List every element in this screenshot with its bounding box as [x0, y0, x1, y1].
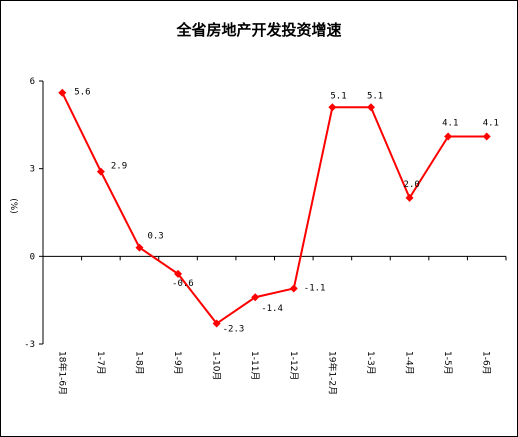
- data-label: 4.1: [442, 119, 458, 129]
- y-axis-label: (%): [8, 198, 18, 214]
- data-label: 4.1: [483, 119, 499, 129]
- x-tick-label: 1-7月: [95, 351, 106, 375]
- series-line: [61, 92, 487, 325]
- x-categories: 18年1-6月 1-7月 1-8月 1-9月 1-10月 1-11月 1-12月 19年1-2…: [42, 256, 507, 395]
- data-point: [405, 193, 414, 202]
- y-ticks: 6 3 0 -3: [24, 77, 43, 350]
- data-point: [251, 293, 260, 302]
- x-tick-label: 1-9月: [172, 351, 183, 375]
- data-label: -0.6: [172, 279, 194, 289]
- data-point: [289, 284, 298, 293]
- data-point: [135, 243, 144, 252]
- data-label: -1.4: [261, 304, 283, 314]
- y-tick-label: 6: [30, 77, 35, 87]
- data-point: [444, 132, 453, 141]
- data-point: [366, 103, 375, 112]
- data-label: -2.3: [223, 325, 245, 335]
- x-tick-label: 19年1-2月: [326, 351, 338, 395]
- axes: [42, 81, 506, 344]
- data-point: [58, 88, 67, 97]
- data-point: [212, 319, 221, 328]
- x-tick-label: 1-6月: [481, 351, 492, 375]
- x-tick-label: 1-4月: [404, 351, 415, 375]
- x-tick-label: 1-3月: [365, 351, 376, 375]
- x-tick-label: 1-11月: [249, 351, 260, 380]
- data-label: 2.0: [404, 180, 420, 190]
- data-point: [328, 103, 337, 112]
- x-tick-label: 1-5月: [442, 351, 453, 375]
- x-tick-label: 1-10月: [211, 351, 222, 380]
- data-label: 0.3: [147, 232, 163, 242]
- data-label: 2.9: [111, 162, 127, 172]
- data-label: 5.1: [330, 91, 346, 101]
- series: [58, 88, 491, 328]
- data-point: [96, 167, 105, 176]
- x-tick-label: 1-8月: [133, 351, 144, 375]
- x-tick-label: 1-12月: [288, 351, 299, 380]
- y-tick-label: 3: [30, 165, 35, 175]
- y-tick-label: 0: [30, 252, 35, 262]
- data-point: [482, 132, 491, 141]
- y-tick-label: -3: [24, 340, 35, 350]
- data-label: 5.6: [74, 88, 90, 98]
- x-tick-label: 18年1-6月: [56, 351, 68, 395]
- data-point: [174, 269, 183, 278]
- data-labels: 5.6 2.9 0.3 -0.6 -2.3 -1.4 -1.1 5.1 5.1 2.0 4.1 4.1: [74, 88, 499, 335]
- data-label: -1.1: [304, 283, 326, 293]
- chart-title: 全省房地产开发投资增速: [176, 21, 342, 39]
- data-label: 5.1: [367, 91, 383, 101]
